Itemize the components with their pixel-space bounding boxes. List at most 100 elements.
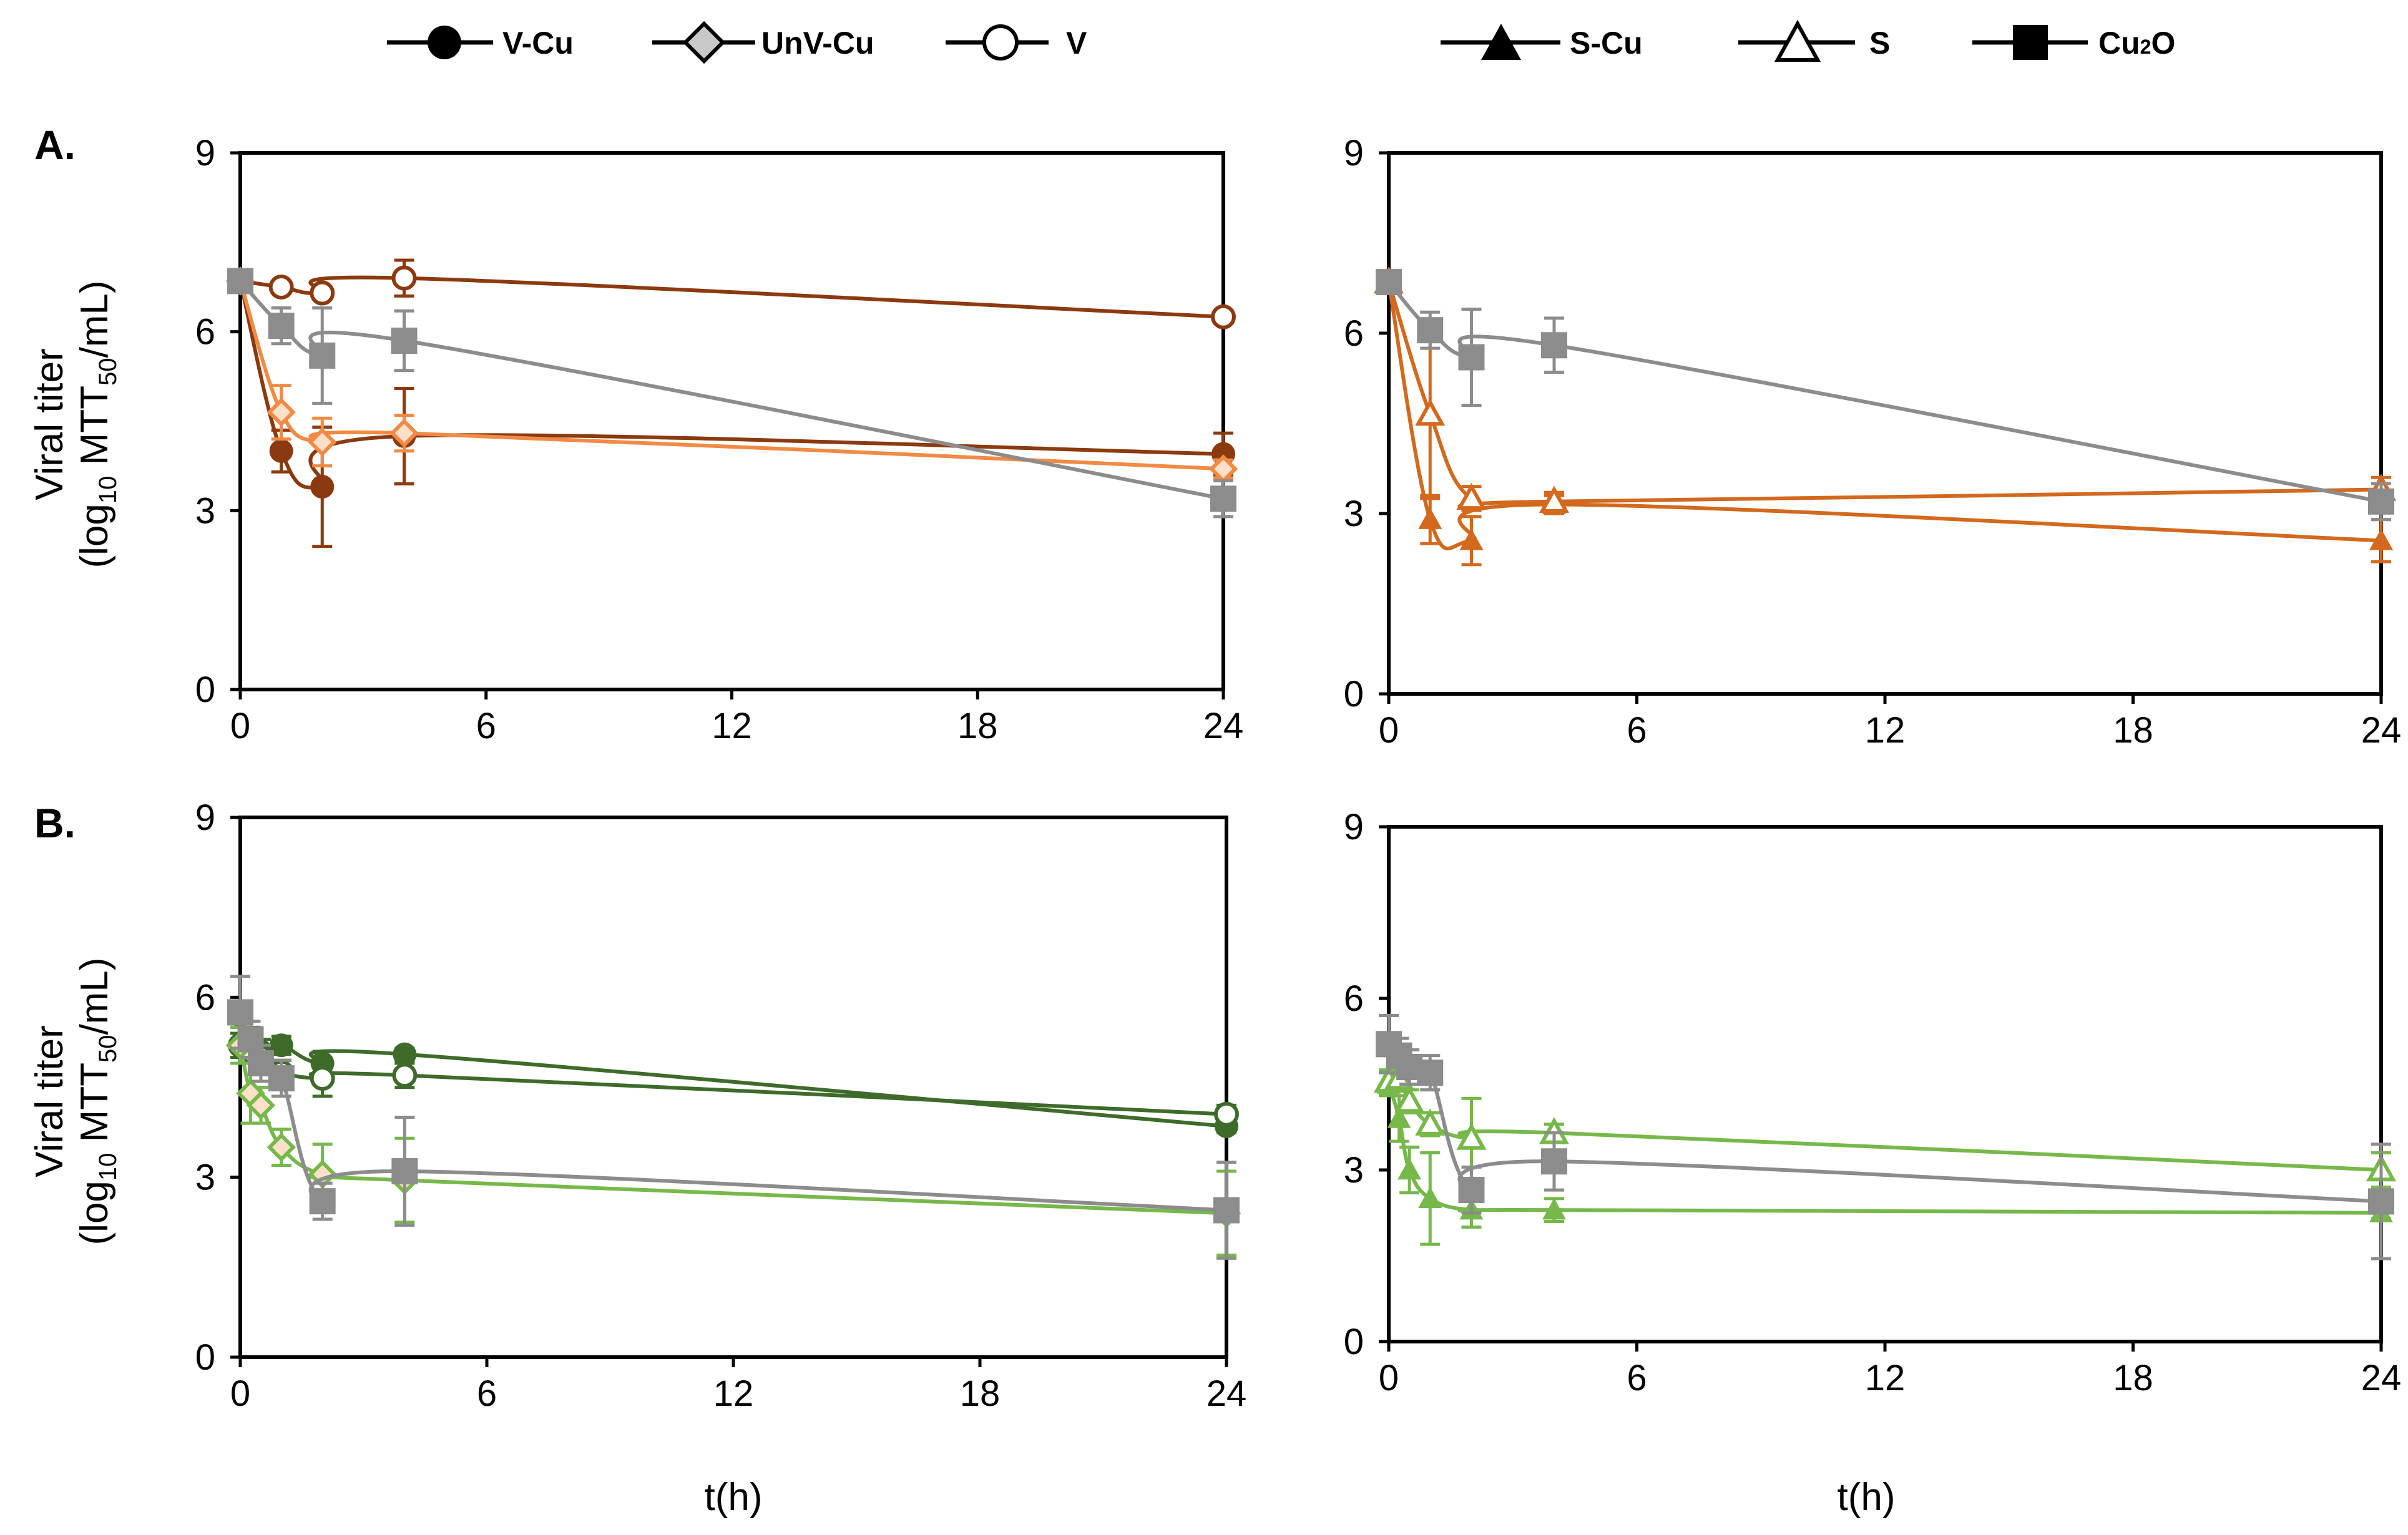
filled-square-icon: [2013, 25, 2048, 60]
x-tick-label: 6: [476, 706, 496, 746]
x-tick-label: 12: [1865, 710, 1906, 751]
data-point: [391, 328, 418, 354]
svg-text:Viral titer: Viral titer: [28, 348, 71, 500]
legend: V-Cu UnV-Cu V S-Cu S Cu2O: [387, 19, 2175, 64]
data-point: [310, 280, 335, 306]
series-line: [1387, 281, 2382, 504]
y-tick-label: 9: [1344, 807, 1364, 847]
legend-label-unv-cu: UnV-Cu: [761, 26, 874, 61]
x-tick-label: 24: [1203, 706, 1244, 746]
x-tick-label: 0: [230, 706, 250, 746]
data-point: [227, 268, 253, 295]
series-line: [238, 1014, 1227, 1128]
plot-frame: [238, 816, 1228, 1359]
y-tick-label: 3: [195, 490, 215, 531]
y-tick-label: 6: [195, 977, 215, 1018]
data-point: [1415, 398, 1446, 426]
data-point: [267, 1133, 296, 1162]
series-s-cu: [1377, 1071, 2393, 1246]
series-line: [240, 275, 1224, 319]
filled-circle-icon: [428, 26, 461, 59]
series-line: [1388, 1075, 2382, 1172]
x-tick-label: 18: [960, 1373, 1001, 1414]
series-line: [238, 280, 1224, 501]
y-tick-label: 0: [1344, 674, 1364, 714]
data-point: [1387, 1106, 1411, 1128]
series-line: [1387, 1083, 2382, 1215]
series-cu2o: [1376, 269, 2394, 522]
data-point: [1415, 1108, 1446, 1136]
series-v: [228, 258, 1236, 329]
y-tick-label: 9: [195, 133, 215, 173]
x-tick-label: 0: [1379, 1358, 1399, 1398]
data-point: [309, 1188, 336, 1215]
series-line: [239, 1043, 1227, 1116]
data-point: [1418, 507, 1442, 529]
series-cu2o: [227, 268, 1236, 519]
y-tick-label: 0: [195, 670, 215, 710]
data-point: [237, 1026, 264, 1053]
data-point: [246, 1091, 276, 1120]
data-point: [1541, 332, 1567, 359]
y-tick-label: 3: [1344, 1150, 1364, 1191]
legend-label-s-cu: S-Cu: [1570, 26, 1643, 61]
series-s-cu: [1377, 270, 2393, 567]
data-point: [1397, 1158, 1422, 1180]
open-circle-icon: [982, 24, 1019, 61]
x-tick-label: 12: [712, 706, 752, 746]
x-tick-label: 24: [2361, 1358, 2402, 1398]
panel-label-a: A.: [34, 122, 76, 168]
plot-frame: [1387, 825, 2383, 1343]
legend-item-unv-cu: UnV-Cu: [652, 21, 874, 64]
data-point: [268, 275, 294, 300]
series-s: [1373, 1063, 2397, 1189]
series-v-cu: [228, 1001, 1238, 1138]
data-point: [1542, 1198, 1566, 1220]
data-point: [268, 1065, 295, 1092]
svg-text:Viral titer: Viral titer: [28, 1025, 71, 1177]
panel-a-left: 0 3 6 9 0 6 12 18 24: [195, 133, 1244, 746]
x-tick-label: 24: [1206, 1373, 1247, 1414]
x-tick-label: 18: [2113, 710, 2153, 751]
panel-label-b: B.: [34, 800, 76, 846]
series-cu2o: [1376, 1014, 2394, 1260]
legend-label-cu2o: Cu2O: [2098, 26, 2175, 61]
data-point: [1213, 1197, 1240, 1224]
series-v: [228, 1031, 1239, 1127]
x-tick-label: 24: [2361, 710, 2402, 751]
data-point: [1214, 1101, 1239, 1127]
data-point: [310, 1066, 335, 1091]
x-tick-label: 6: [1627, 1358, 1647, 1398]
y-tick-label: 3: [1344, 494, 1364, 534]
x-tick-label: 12: [713, 1373, 754, 1414]
y-tick-label: 9: [195, 797, 215, 838]
data-point: [391, 1158, 418, 1185]
series-line: [238, 280, 1224, 490]
y-tick-label: 0: [1344, 1322, 1364, 1362]
y-tick-label: 6: [1344, 978, 1364, 1019]
x-tick-label: 12: [1865, 1358, 1906, 1398]
legend-label-s: S: [1869, 26, 1890, 61]
data-point: [267, 397, 296, 427]
data-point: [1458, 1177, 1485, 1204]
series-line: [1387, 1043, 2382, 1204]
data-point: [227, 999, 253, 1026]
legend-label-v: V: [1066, 26, 1087, 61]
data-point: [1418, 1186, 1442, 1209]
filled-triangle-icon: [1481, 24, 1521, 60]
data-point: [1376, 269, 1402, 296]
legend-item-s-cu: S-Cu: [1441, 24, 1643, 61]
data-point: [1541, 1148, 1567, 1175]
diamond-icon: [682, 21, 726, 64]
data-point: [2368, 1188, 2394, 1215]
series-unv-cu: [225, 1025, 1241, 1257]
plot-frame: [238, 151, 1225, 691]
y-axis-label-b: Viral titer (log10 MTT50/mL): [28, 957, 122, 1245]
panel-b-right: 0 3 6 9 0 6 12 18 24: [1344, 807, 2402, 1398]
data-point: [2368, 488, 2394, 515]
y-tick-label: 9: [1344, 133, 1364, 173]
x-tick-label: 18: [2113, 1358, 2153, 1398]
series-cu2o: [227, 975, 1240, 1260]
plot-frame: [1387, 151, 2383, 696]
